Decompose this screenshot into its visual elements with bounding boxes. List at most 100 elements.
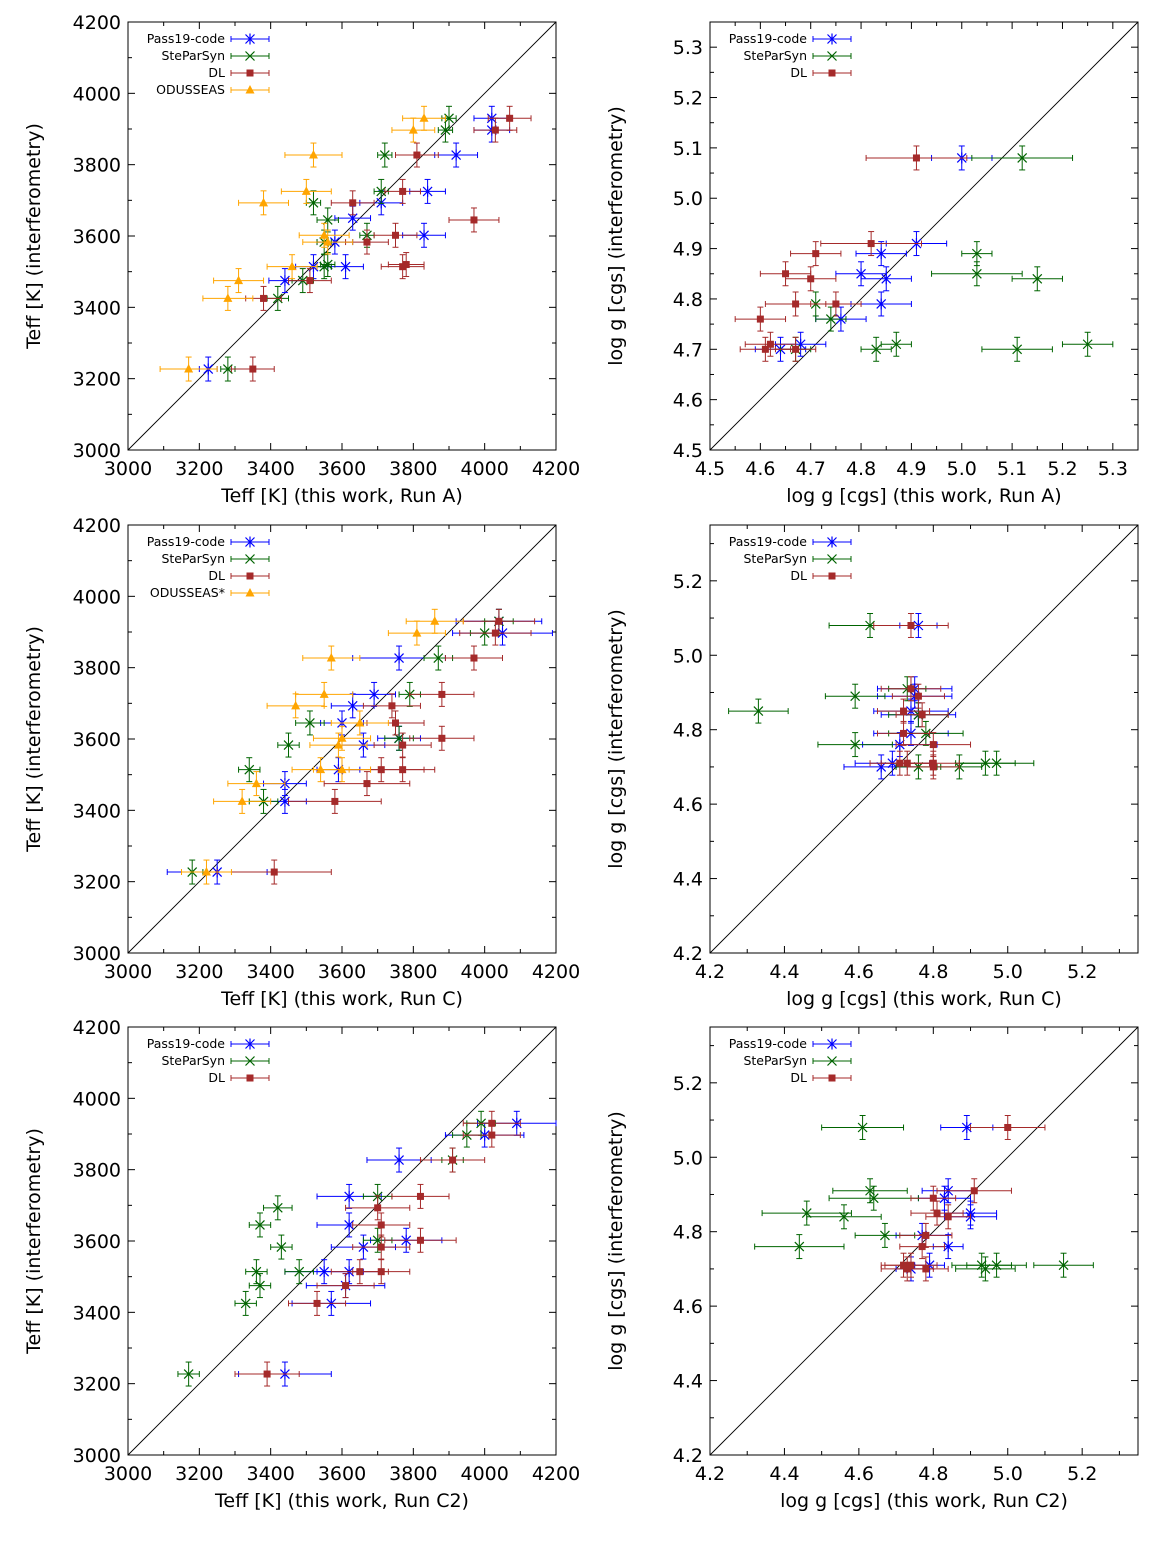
series-dl — [230, 105, 532, 382]
legend-label: ODUSSEAS — [156, 82, 225, 97]
x-tick-label: 4.9 — [896, 458, 926, 480]
y-tick-label: 4200 — [73, 12, 121, 34]
x-tick-label: 5.2 — [1047, 458, 1077, 480]
series-pass19-code — [166, 608, 553, 885]
x-tick-label: 3000 — [104, 1463, 152, 1485]
y-tick-label: 3000 — [73, 1445, 121, 1467]
legend-marker — [827, 554, 837, 564]
data-point — [879, 1230, 890, 1241]
x-tick-label: 4.8 — [918, 961, 948, 983]
legend-marker — [828, 1074, 836, 1082]
legend-label: SteParSyn — [161, 1053, 225, 1068]
x-tick-label: 3800 — [389, 961, 437, 983]
data-point — [438, 690, 446, 698]
y-axis-label: Teff [K] (interferometry) — [23, 1128, 45, 1355]
data-point — [756, 315, 764, 323]
legend-marker — [245, 1038, 255, 1050]
y-tick-label: 4.7 — [673, 339, 703, 361]
x-tick-label: 3800 — [389, 1463, 437, 1485]
y-tick-label: 4200 — [73, 1017, 121, 1039]
data-point — [943, 1241, 954, 1253]
y-tick-label: 4.8 — [673, 289, 703, 311]
y-tick-label: 3200 — [73, 1374, 121, 1396]
series-pass19-code — [754, 145, 993, 362]
x-tick-label: 5.1 — [997, 458, 1027, 480]
y-tick-label: 4000 — [73, 83, 121, 105]
y-tick-label: 4000 — [73, 1088, 121, 1110]
x-tick-label: 4.4 — [769, 1463, 799, 1485]
y-tick-label: 4000 — [73, 586, 121, 608]
legend-label: Pass19-code — [729, 31, 808, 46]
data-point — [340, 261, 351, 273]
legend-marker — [246, 69, 254, 77]
data-point — [337, 733, 347, 742]
data-point — [308, 150, 318, 159]
data-point — [316, 764, 326, 774]
data-point — [876, 248, 887, 260]
data-point — [971, 268, 982, 279]
y-tick-label: 5.2 — [673, 571, 703, 593]
x-tick-label: 3400 — [246, 1463, 294, 1485]
data-point — [449, 1156, 457, 1164]
data-point — [881, 273, 892, 285]
legend-marker — [245, 536, 255, 548]
x-tick-label: 3400 — [246, 458, 294, 480]
data-point — [914, 692, 922, 700]
data-point — [865, 620, 875, 631]
one-to-one-line — [127, 21, 557, 451]
data-point — [272, 1202, 283, 1213]
y-tick-label: 4.6 — [673, 794, 703, 816]
y-tick-label: 5.2 — [673, 1073, 703, 1095]
data-point — [868, 1193, 879, 1204]
x-tick-label: 3200 — [175, 961, 223, 983]
one-to-one-line — [709, 21, 1139, 451]
x-tick-label: 4000 — [460, 961, 508, 983]
data-point — [394, 652, 404, 664]
data-point — [761, 345, 769, 353]
data-point — [337, 764, 347, 774]
data-point — [240, 1298, 251, 1309]
legend-label: Pass19-code — [147, 1036, 226, 1051]
x-tick-label: 3600 — [318, 1463, 366, 1485]
chart-panel-5: 3000 3200 3400 3600 3800 4000 4200 3000 3200 3400… — [23, 1017, 580, 1512]
data-point — [301, 186, 311, 195]
data-point — [255, 1280, 265, 1291]
x-tick-label: 4.8 — [918, 1463, 948, 1485]
legend-marker — [827, 536, 837, 548]
x-tick-label: 5.0 — [993, 961, 1023, 983]
legend-label: Pass19-code — [729, 1036, 808, 1051]
legend-marker — [246, 572, 254, 580]
data-point — [850, 739, 861, 750]
data-point — [255, 1220, 265, 1230]
x-tick-label: 5.2 — [1067, 961, 1097, 983]
data-point — [922, 1231, 930, 1239]
data-point — [413, 151, 421, 159]
chart-panel-4: 4.2 4.4 4.6 4.8 5.0 5.24.24.44.64.85.05.2log … — [605, 524, 1139, 1010]
data-point — [291, 700, 301, 710]
data-point — [912, 154, 920, 162]
one-to-one-line — [709, 1026, 1139, 1456]
data-point — [412, 628, 422, 637]
x-tick-label: 3000 — [104, 458, 152, 480]
series-dl — [216, 608, 536, 885]
data-point — [377, 1268, 385, 1276]
data-point — [918, 1243, 926, 1251]
data-point — [933, 1209, 941, 1217]
data-point — [222, 364, 233, 374]
data-point — [891, 339, 902, 350]
data-point — [470, 654, 478, 662]
x-axis-label: Teff [K] (this work, Run A) — [220, 485, 463, 507]
legend-label: Pass19-code — [147, 31, 226, 46]
data-point — [1082, 339, 1093, 350]
data-point — [183, 1369, 194, 1379]
chart-panel-6: 4.2 4.4 4.6 4.8 5.0 5.2 4.2 4.4 4.6 4.8 5.0 5.2 log … — [605, 1026, 1139, 1512]
y-tick-label: 4200 — [73, 515, 121, 537]
data-point — [419, 113, 429, 122]
data-point — [408, 125, 418, 134]
y-axis-label: Teff [K] (interferometry) — [23, 626, 45, 853]
data-point — [792, 345, 800, 353]
data-point — [807, 275, 815, 283]
data-point — [1032, 273, 1043, 284]
data-point — [929, 759, 937, 767]
